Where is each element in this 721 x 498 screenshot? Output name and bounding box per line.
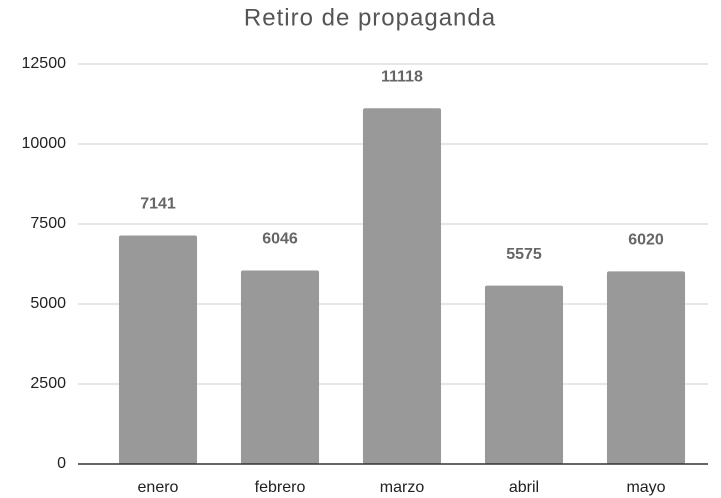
x-tick-label: abril xyxy=(509,479,539,496)
y-tick-label: 12500 xyxy=(22,55,67,72)
y-tick-label: 0 xyxy=(57,455,66,472)
data-label: 6046 xyxy=(262,231,298,248)
y-tick-label: 7500 xyxy=(30,215,66,232)
data-label: 6020 xyxy=(628,232,664,249)
bar xyxy=(362,108,442,464)
bar xyxy=(484,285,564,464)
bar xyxy=(118,235,198,464)
y-tick-label: 2500 xyxy=(30,375,66,392)
x-tick-label: enero xyxy=(138,479,179,496)
bar xyxy=(240,270,320,464)
y-tick-label: 5000 xyxy=(30,295,66,312)
x-tick-label: mayo xyxy=(626,479,665,496)
data-label: 7141 xyxy=(140,196,176,213)
chart-title: Retiro de propaganda xyxy=(244,4,496,31)
x-tick-label: febrero xyxy=(255,479,306,496)
data-label: 11118 xyxy=(381,68,423,85)
x-tick-label: marzo xyxy=(380,479,425,496)
data-label: 5575 xyxy=(506,246,542,263)
y-tick-label: 10000 xyxy=(22,135,67,152)
bar xyxy=(606,271,686,464)
